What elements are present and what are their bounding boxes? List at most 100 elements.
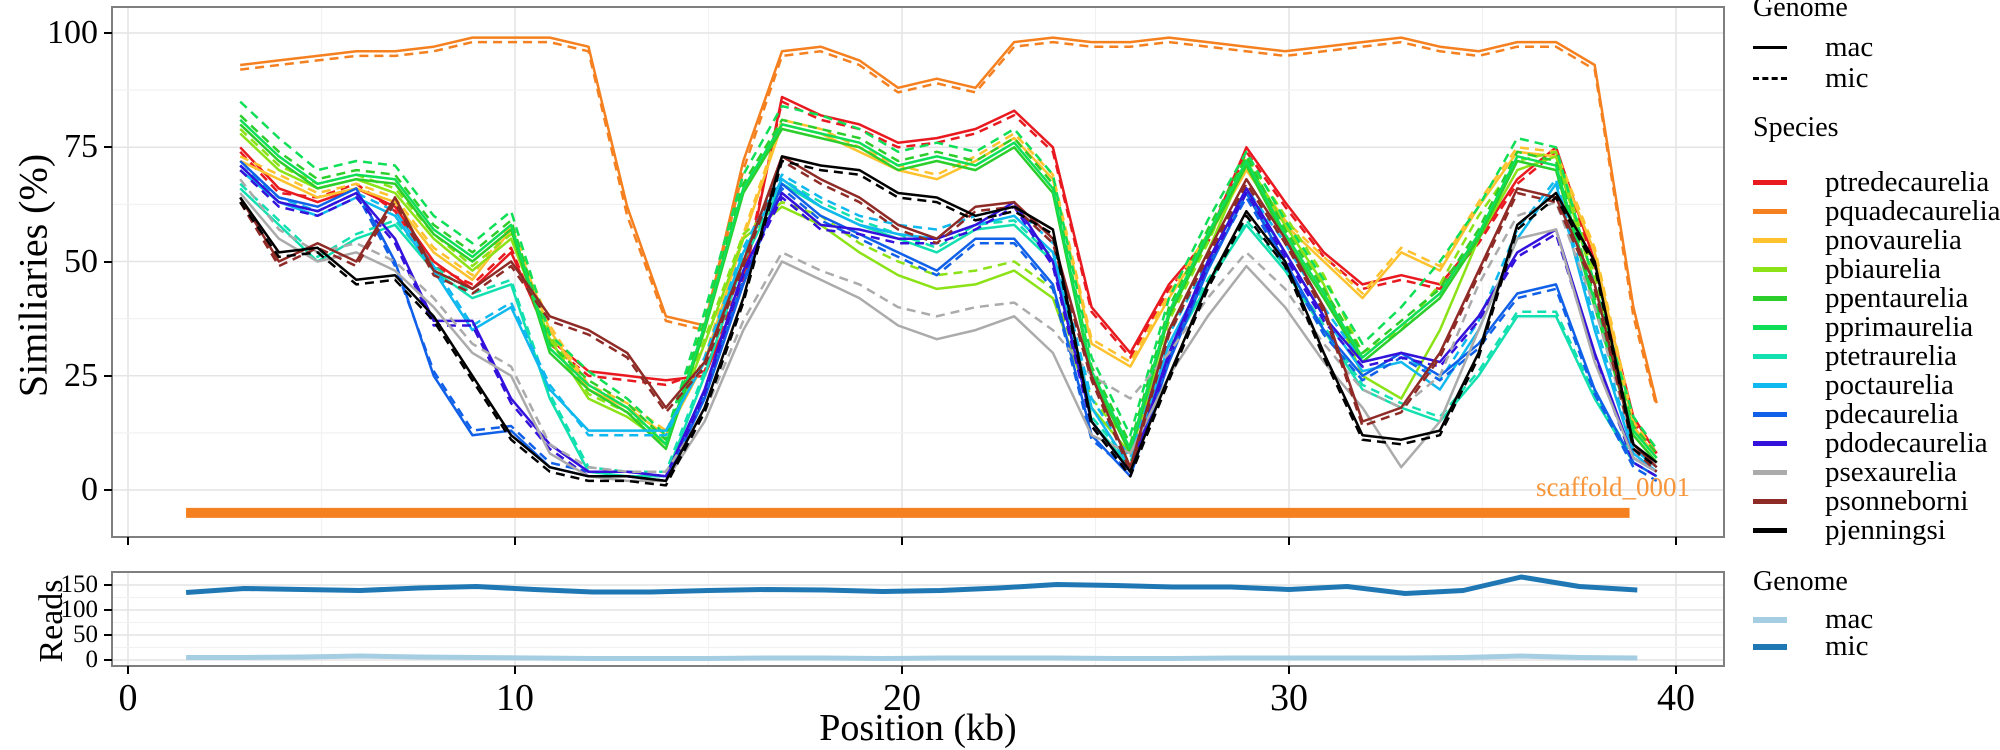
series-ptredecaurelia-mic	[239, 100, 1658, 459]
legend-label: pdecaurelia	[1825, 398, 1959, 430]
legend-label: pquadecaurelia	[1825, 195, 2000, 227]
legend-item-species-ptetraurelia: ptetraurelia	[1753, 340, 2000, 372]
legend-item-species-pdecaurelia: pdecaurelia	[1753, 398, 2000, 430]
legend-item-reads-genome-mic: mic	[1753, 630, 1873, 662]
legend-label: ptredecaurelia	[1825, 166, 1990, 198]
legend-genome-items: mac mic	[1753, 31, 1874, 94]
y-tick-label: 25	[64, 356, 98, 394]
legend-species-items: ptredecaurelia pquadecaurelia pnovaurelia p…	[1753, 166, 2000, 546]
legend-item-genome-mic: mic	[1753, 62, 1873, 94]
series-pquadecaurelia-mic	[240, 40, 1658, 409]
x-tick	[901, 537, 903, 545]
scaffold-annotation-label: scaffold_0001	[1536, 472, 1690, 502]
legend-label: poctaurelia	[1825, 369, 1954, 401]
series-psonneborni-mac	[239, 155, 1658, 469]
y-tick-label: 150	[60, 571, 99, 598]
legend-label: psonneborni	[1825, 485, 1969, 517]
series-pdecaurelia-mic	[239, 164, 1658, 482]
legend-label: pnovaurelia	[1825, 224, 1962, 256]
y-tick	[104, 634, 112, 636]
series-psexaurelia-mac	[239, 192, 1658, 483]
legend-species: Species ptredecaurelia pquadecaurelia pnov…	[1753, 112, 2000, 546]
legend-genome-reads: Genome mac mic	[1753, 566, 1874, 662]
color-key	[1753, 383, 1787, 388]
y-tick	[104, 609, 112, 611]
series-poctaurelia-mic	[239, 164, 1658, 469]
series-ppentaurelia-mac	[239, 123, 1658, 464]
legend-label: ppentaurelia	[1825, 282, 1969, 314]
legend-label: mac	[1825, 31, 1874, 63]
y-tick-label: 0	[85, 646, 99, 673]
legend-item-species-pnovaurelia: pnovaurelia	[1753, 224, 2000, 256]
x-tick-label: 30	[1270, 677, 1308, 719]
color-key	[1753, 616, 1787, 623]
y-tick-label: 50	[73, 621, 98, 648]
legend-item-species-ppentaurelia: ppentaurelia	[1753, 282, 2000, 314]
legend-label: pdodecaurelia	[1825, 427, 1988, 459]
series-ptetraurelia-mac	[239, 182, 1658, 478]
legend-genome-linetype: Genome mac mic	[1753, 0, 1873, 94]
series-pjenningsi-mac	[239, 155, 1658, 483]
series-psonneborni-mic	[239, 159, 1658, 473]
color-key	[1753, 528, 1787, 533]
y-tick-label: 100	[47, 14, 98, 51]
x-tick	[1675, 537, 1677, 545]
x-tick-label: 0	[118, 677, 138, 719]
legend-label: ptetraurelia	[1825, 340, 1958, 372]
y-tick	[104, 146, 112, 149]
x-axis-title: Position (kb)	[819, 707, 1017, 749]
series-pdodecaurelia-mic	[239, 169, 1658, 483]
legend-item-species-pdodecaurelia: pdodecaurelia	[1753, 427, 2000, 459]
x-tick-label: 40	[1657, 677, 1695, 719]
y-tick	[104, 374, 112, 377]
series-pdecaurelia-mac	[239, 160, 1658, 483]
series-psexaurelia-mic	[239, 178, 1658, 473]
x-tick	[1288, 537, 1290, 545]
legend-item-species-psexaurelia: psexaurelia	[1753, 456, 2000, 488]
similarity-chart-panel	[113, 8, 1723, 536]
legend-genome-reads-items: mac mic	[1753, 603, 1874, 662]
color-key	[1753, 441, 1787, 446]
legend-label: pbiaurelia	[1825, 253, 1941, 285]
x-tick-label: 10	[496, 677, 534, 719]
series-pquadecaurelia-mac	[240, 36, 1658, 404]
y-tick-label: 100	[60, 596, 99, 623]
legend-item-species-pprimaurelia: pprimaurelia	[1753, 311, 2000, 343]
series-pbiaurelia-mic	[239, 128, 1658, 459]
legend-label: pjenningsi	[1825, 514, 1946, 546]
legend-item-species-poctaurelia: poctaurelia	[1753, 369, 2000, 401]
color-key	[1753, 209, 1787, 214]
series-ppentaurelia-mic	[239, 114, 1658, 455]
reads-series-mic	[185, 574, 1638, 596]
y-tick	[104, 32, 112, 34]
legend-title-genome: Genome	[1753, 0, 1848, 23]
series-pbiaurelia-mac	[239, 132, 1658, 464]
legend-title-species: Species	[1753, 112, 1839, 143]
series-ptetraurelia-mic	[239, 177, 1658, 473]
color-key	[1753, 325, 1787, 330]
legend-item-species-psonneborni: psonneborni	[1753, 485, 2000, 517]
y-tick-label: 50	[64, 242, 98, 280]
reads-series-mac	[186, 653, 1638, 661]
legend-label: psexaurelia	[1825, 456, 1958, 488]
x-tick	[1675, 666, 1677, 674]
x-tick	[127, 666, 129, 674]
linetype-key-solid	[1753, 46, 1787, 49]
y-tick	[104, 260, 112, 263]
series-pjenningsi-mic	[239, 159, 1658, 487]
legend-item-reads-genome-mac: mac	[1753, 603, 1874, 635]
legend-label: mic	[1825, 630, 1869, 662]
legend-title-genome-reads: Genome	[1753, 566, 1848, 597]
legend-label: mac	[1825, 603, 1874, 635]
y-tick	[104, 659, 112, 661]
y-tick	[104, 584, 112, 586]
y-tick	[104, 489, 112, 491]
y-tick-label: 0	[81, 471, 98, 508]
legend-item-species-ptredecaurelia: ptredecaurelia	[1753, 166, 2000, 198]
x-tick	[514, 666, 516, 674]
color-key	[1753, 238, 1787, 243]
color-key	[1753, 180, 1787, 185]
color-key	[1753, 354, 1787, 359]
legend-item-genome-mac: mac	[1753, 31, 1874, 63]
color-key	[1753, 267, 1787, 272]
